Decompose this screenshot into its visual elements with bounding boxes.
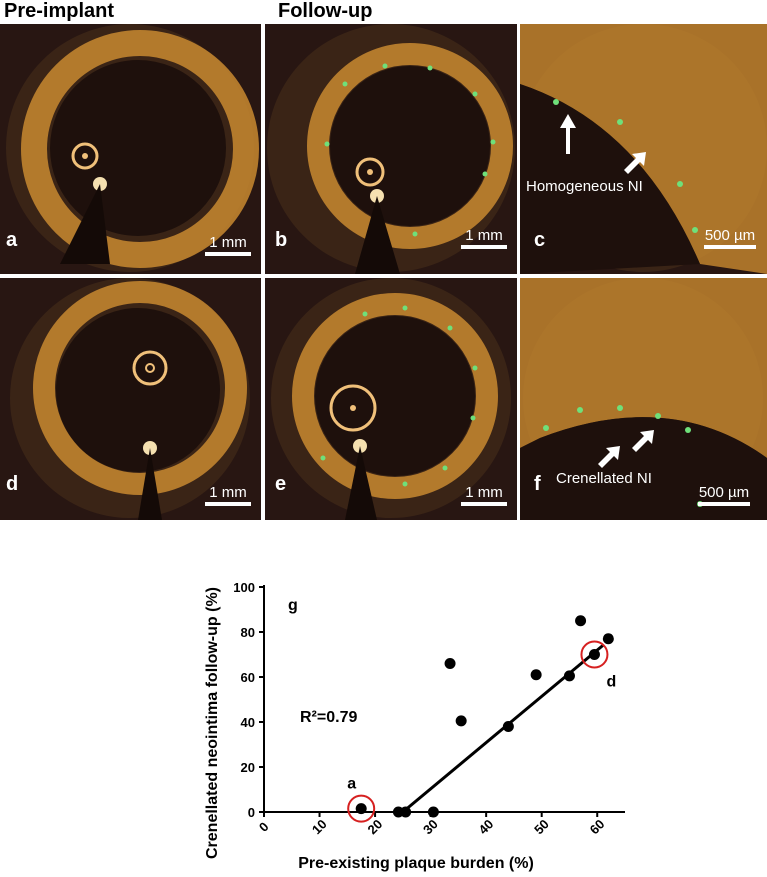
data-point <box>400 806 412 818</box>
scale-text-f: 500 µm <box>698 484 750 501</box>
x-axis-label: Pre-existing plaque burden (%) <box>298 855 534 872</box>
scale-text-c: 500 µm <box>704 227 756 244</box>
panel-c: Homogeneous NI c 500 µm <box>520 24 767 274</box>
y-tick-label: 100 <box>233 580 255 595</box>
arrow-diagonal-icon <box>624 152 646 174</box>
panel-divider-vertical <box>261 24 265 520</box>
arrow-up-icon <box>560 114 576 154</box>
panel-label-d: d <box>6 473 19 495</box>
chart-points <box>355 615 614 818</box>
x-tick-label: 60 <box>587 816 608 837</box>
data-point <box>455 715 467 727</box>
data-point <box>563 670 575 682</box>
panel-b: b 1 mm <box>265 24 517 274</box>
scale-bar-a: 1 mm <box>205 234 251 256</box>
panel-a: a 1 mm <box>0 24 261 274</box>
arrow-right-icon <box>632 430 654 452</box>
chart-axes <box>263 585 625 813</box>
regression-line <box>401 644 604 814</box>
note-crenellated: Crenellated NI <box>556 470 652 487</box>
oct-image-d <box>10 278 250 520</box>
header-pre-implant: Pre-implant <box>4 0 115 22</box>
scale-line-d <box>205 502 251 506</box>
highlight-label: a <box>347 776 356 793</box>
panel-label-f: f <box>534 473 541 495</box>
highlight-ring <box>347 794 376 823</box>
r-squared-annotation: R²=0.79 <box>300 709 357 726</box>
y-tick-label: 20 <box>241 760 255 775</box>
data-point <box>588 649 600 660</box>
scale-text-d: 1 mm <box>209 484 247 501</box>
scale-line-a <box>205 252 251 256</box>
x-tick-label: 30 <box>420 816 441 837</box>
scale-bar-c: 500 µm <box>704 227 756 249</box>
x-tick-label: 50 <box>531 816 552 837</box>
y-axis-label: Crenellated neointima follow-up (%) <box>204 587 221 859</box>
highlight-label: d <box>606 674 616 691</box>
arrow-left-icon <box>598 446 620 468</box>
y-tick-label: 0 <box>248 805 255 820</box>
chart-highlights: ad <box>347 640 616 823</box>
oct-image-a <box>6 24 259 272</box>
data-point <box>427 806 439 818</box>
data-point <box>444 658 456 669</box>
oct-image-c <box>520 24 767 274</box>
panel-e: e 1 mm <box>265 278 517 520</box>
data-point <box>502 721 514 732</box>
data-point <box>575 615 587 627</box>
y-tick-label: 80 <box>241 625 255 640</box>
data-point <box>355 803 367 815</box>
scale-text-e: 1 mm <box>465 484 503 501</box>
oct-image-e <box>271 278 511 520</box>
oct-image-b <box>267 24 515 274</box>
scale-line-f <box>698 502 750 506</box>
scale-text-b: 1 mm <box>465 227 503 244</box>
y-tick-label: 60 <box>241 670 255 685</box>
scale-text-a: 1 mm <box>209 234 247 251</box>
scale-line-c <box>704 245 756 249</box>
x-tick-label: 10 <box>309 816 330 837</box>
panel-label-e: e <box>275 473 287 495</box>
data-point <box>530 669 542 681</box>
panel-label-c: c <box>534 229 546 251</box>
scale-bar-b: 1 mm <box>461 227 507 249</box>
panel-d: d 1 mm <box>0 278 261 520</box>
chart-panel-label: g <box>288 597 298 614</box>
scale-bar-e: 1 mm <box>461 484 507 506</box>
panel-f: Crenellated NI f 500 µm <box>520 278 767 520</box>
scale-bar-d: 1 mm <box>205 484 251 506</box>
y-tick-label: 40 <box>241 715 255 730</box>
oct-image-f <box>520 278 767 520</box>
scale-line-b <box>461 245 507 249</box>
scale-line-e <box>461 502 507 506</box>
panel-divider-horizontal <box>0 274 767 278</box>
panel-label-b: b <box>275 229 288 251</box>
data-point <box>602 633 614 645</box>
scale-bar-f: 500 µm <box>698 484 750 506</box>
highlight-ring <box>580 640 609 669</box>
panel-label-a: a <box>6 229 18 251</box>
note-homogeneous: Homogeneous NI <box>526 178 643 195</box>
x-tick-label: 40 <box>476 816 497 837</box>
header-follow-up: Follow-up <box>278 0 373 22</box>
x-tick-label: 0 <box>256 819 272 835</box>
